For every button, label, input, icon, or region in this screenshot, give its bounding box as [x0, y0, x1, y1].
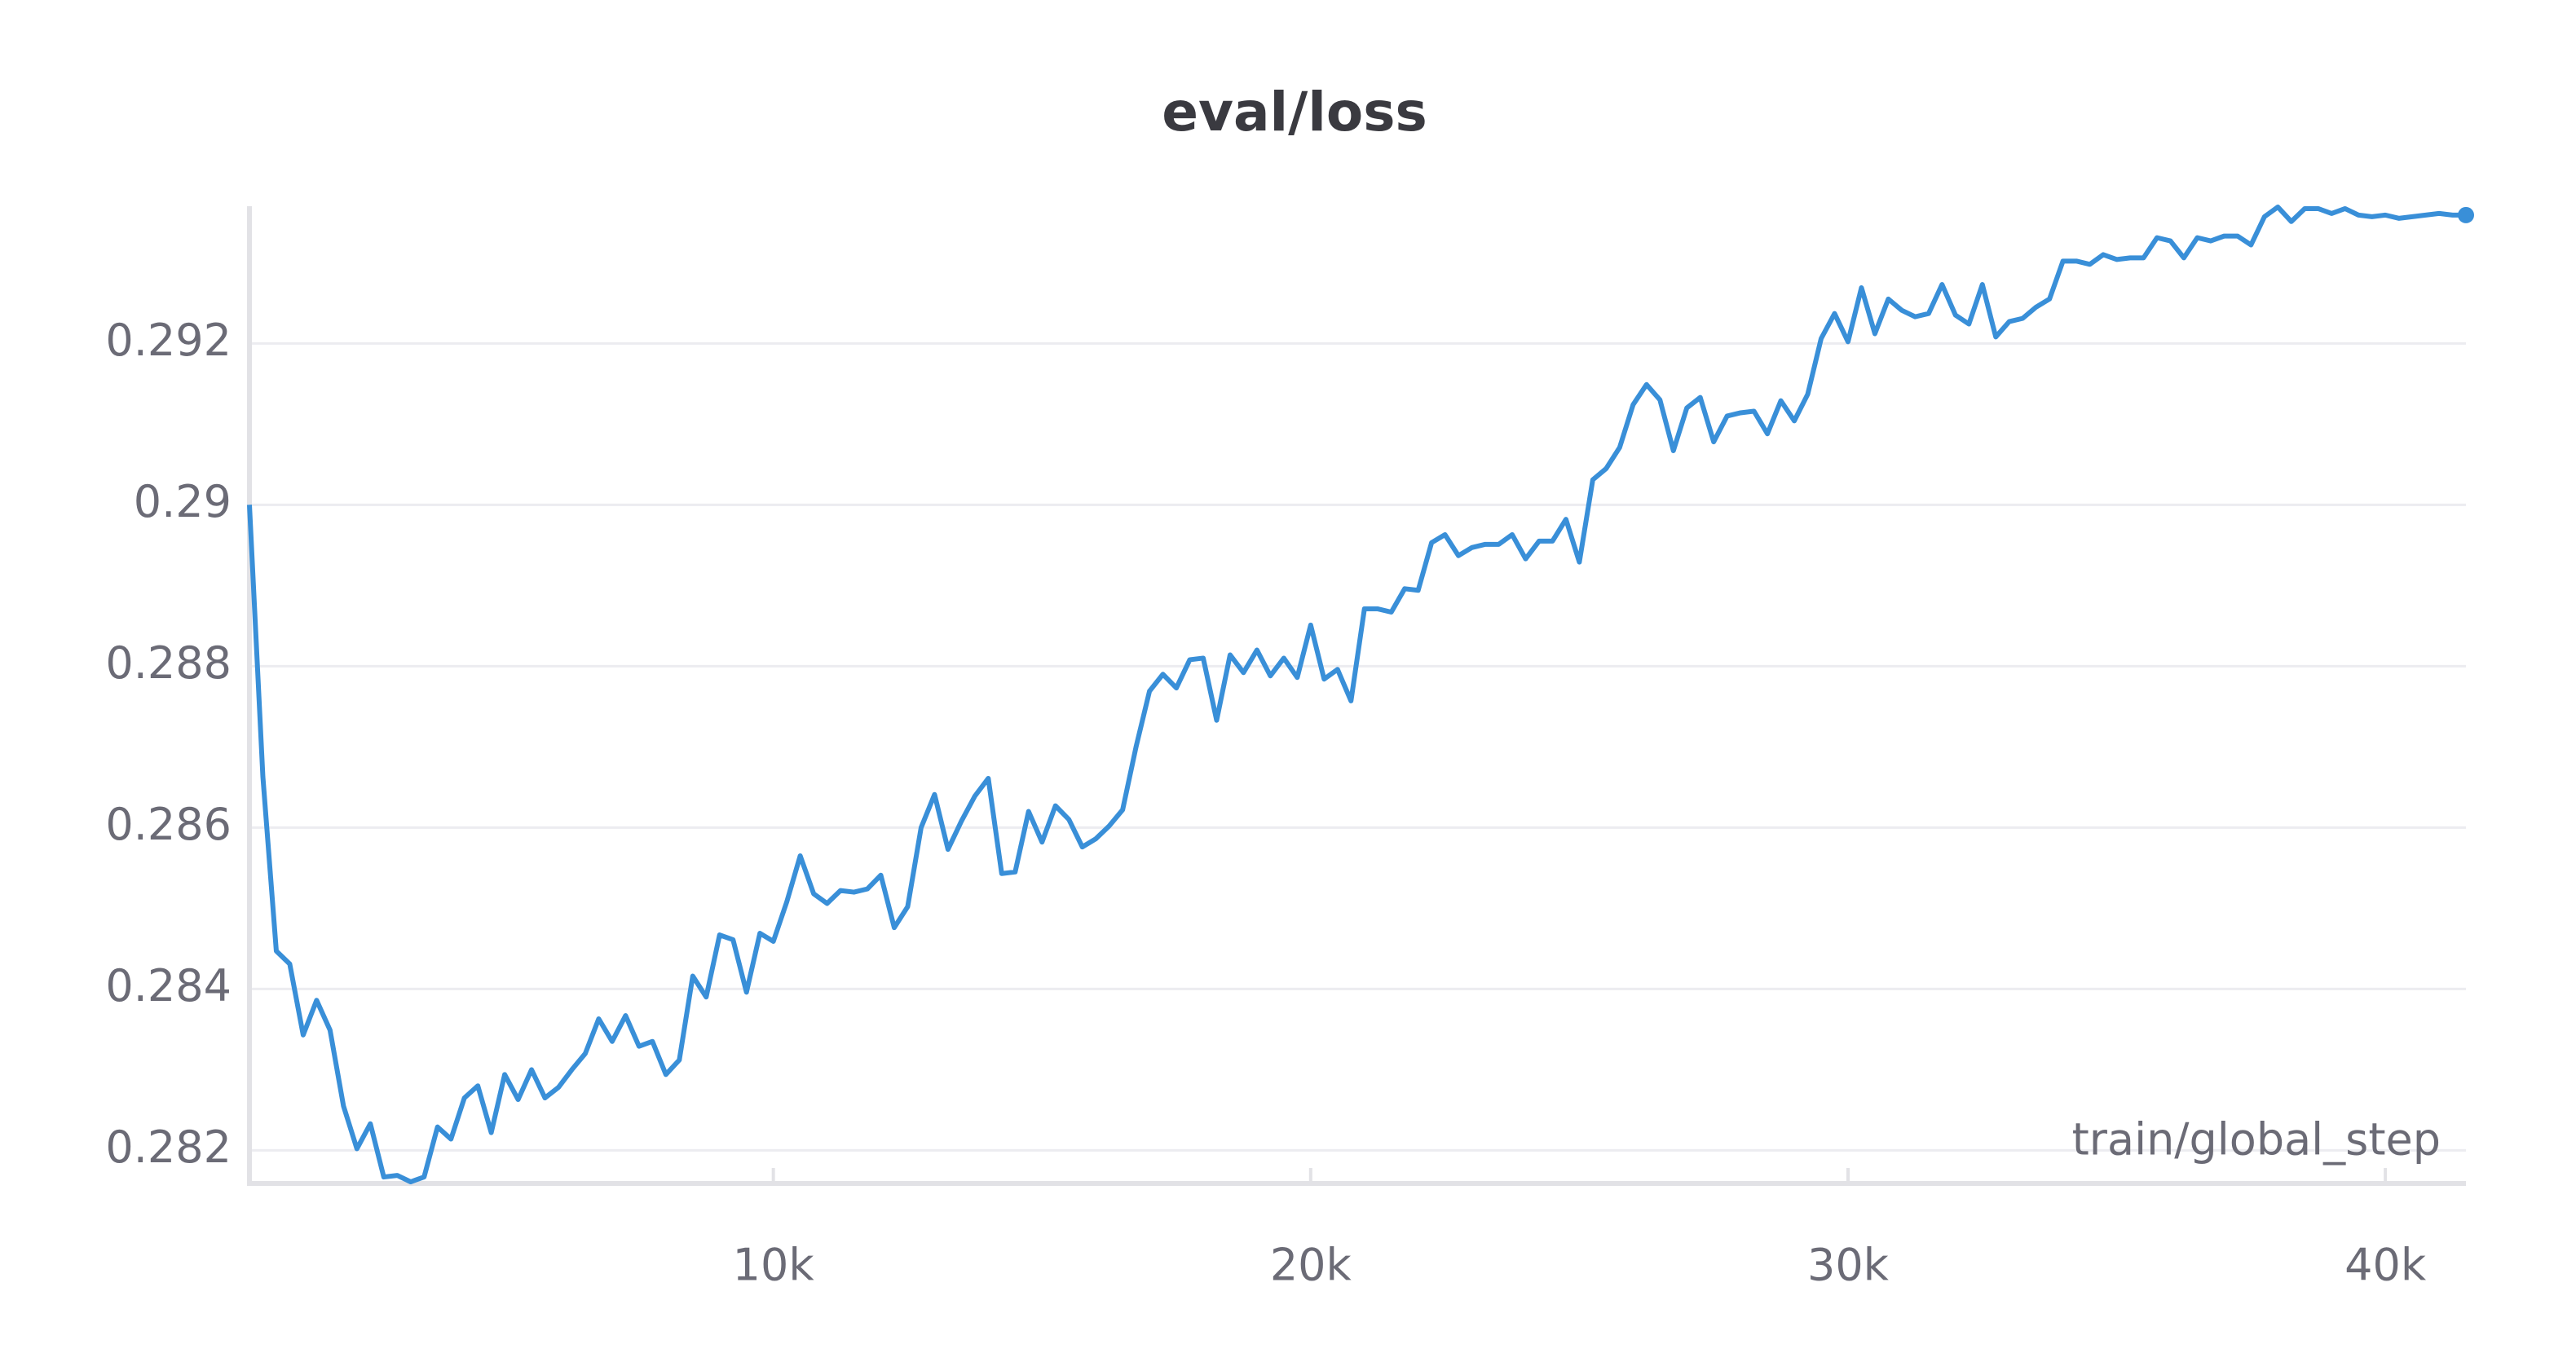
y-tick-label: 0.288	[105, 637, 232, 689]
data-line	[247, 204, 2466, 1185]
x-tick-label: 40k	[2344, 1240, 2427, 1291]
y-tick-label: 0.29	[134, 476, 232, 527]
y-tick-label: 0.286	[105, 799, 232, 850]
end-point	[2458, 206, 2474, 223]
y-tick-label: 0.292	[105, 315, 232, 366]
chart-title: eval/loss	[1162, 81, 1427, 143]
x-tick-label: 30k	[1807, 1240, 1890, 1291]
x-tick-label: 20k	[1270, 1240, 1352, 1291]
x-axis-label: train/global_step	[2072, 1114, 2441, 1166]
x-tick-label: 10k	[733, 1240, 815, 1291]
y-tick-label: 0.282	[105, 1122, 232, 1173]
y-tick-label: 0.284	[105, 960, 232, 1011]
